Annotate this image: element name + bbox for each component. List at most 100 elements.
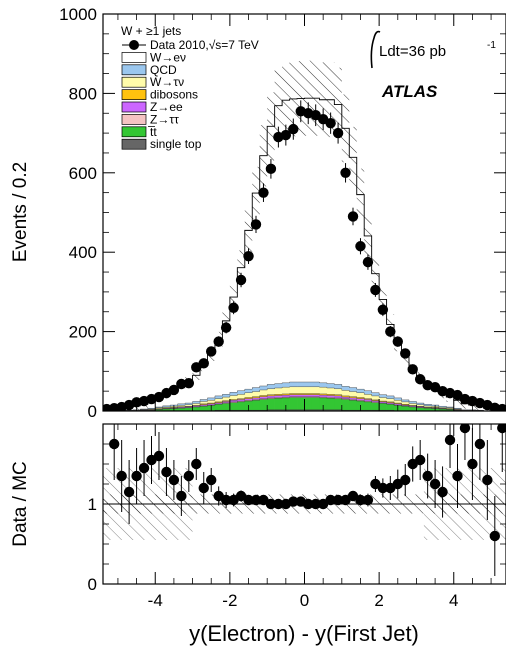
mc-stack-w-e- [103,98,506,411]
data-point [355,241,366,252]
y-tick-label: 400 [69,243,97,262]
data-point [340,167,351,178]
x-tick-label: 4 [449,591,458,610]
ratio-y-tick-label: 1 [88,495,97,514]
ratio-point [138,462,150,474]
data-point [250,219,262,230]
mc-bar [386,404,395,411]
data-point [280,129,292,141]
mc-bar [386,324,395,411]
mc-bar [401,356,410,411]
mc-stack-t-t [117,397,484,411]
ratio-point [288,496,299,507]
data-point [288,123,299,135]
legend-marker-dot [129,40,139,50]
legend-swatch [121,52,147,63]
ratio-panel: 01 -4 -2 0 2 4 [88,14,506,610]
ratio-point [198,482,209,494]
mc-bar [162,394,171,411]
data-point [370,284,381,296]
legend-label: single top [150,137,202,151]
mc-bar [162,409,171,411]
mc-bar [200,365,208,411]
mc-bar [185,407,193,411]
integral-sign-icon [370,30,381,69]
ratio-point [183,470,195,482]
mc-layer-edge [103,381,506,411]
main-plot-area [103,60,506,411]
mc-bar [319,99,328,411]
y-tick-label: 200 [69,323,97,342]
mc-bar [237,401,246,411]
mc-bar [304,397,313,411]
mc-bar [379,299,387,411]
mc-bar [274,398,283,411]
mc-bar [416,376,425,411]
mc-bar [244,230,253,411]
mc-bar [379,403,387,411]
mc-bar [229,297,238,411]
main-panel: 0 200 400 600 800 1000 [59,5,506,421]
mc-bar [214,404,223,411]
legend-label: Z→ee [150,100,183,114]
mc-bar [341,399,350,411]
x-axis-title: y(Electron) - y(First Jet) [189,621,419,646]
legend: W + ≥1 jets Data 2010,√s=7 TeVW→eνQCDW→τ… [121,24,259,151]
mc-bar [259,155,268,411]
ratio-point [422,470,433,482]
ratio-y-axis: 01 [88,443,506,594]
mc-bar [177,408,186,411]
ratio-point [467,458,478,470]
data-point [258,187,269,198]
mc-bar [222,320,231,411]
mc-bar [192,375,201,411]
mc-bar [282,397,290,411]
data-point [183,378,195,389]
mc-bar [311,397,320,411]
mc-bar [446,409,455,411]
ratio-point [250,494,262,506]
mc-bar [326,99,335,411]
data-point [362,256,374,268]
ratio-point [482,474,493,486]
ratio-point [191,458,202,470]
data-point [392,336,403,347]
mc-bar [423,408,432,411]
ratio-point [452,470,463,482]
ratio-point [153,450,165,462]
mc-bar [155,399,164,411]
legend-swatch [121,64,147,76]
legend-label: dibosons [150,88,198,102]
ratio-point [459,424,471,434]
mc-bar [289,98,298,411]
mc-bar [364,235,372,411]
mc-bar [431,389,440,411]
mc-bar [155,409,164,411]
mc-bar [267,126,275,411]
legend-label: W→τν [150,75,184,89]
mc-bar [170,391,178,411]
legend-swatch [121,101,147,113]
main-y-axis: 0 200 400 600 800 1000 [59,5,506,421]
lumi-exponent: -1 [487,40,496,51]
mc-bar [274,105,283,411]
mc-bar [334,104,343,411]
mc-uncertainty-band [103,60,506,411]
y-tick-label: 0 [88,402,97,421]
data-points [103,100,506,411]
lumi-text: Ldt=36 pb [379,43,446,60]
ratio-point [310,498,321,510]
ratio-point [161,466,172,478]
mc-bar [252,193,261,411]
mc-bar [446,397,455,411]
x-tick-label: 0 [300,591,309,610]
atlas-label: ATLAS [381,82,438,101]
data-point [108,403,120,411]
mc-layer-edge [103,393,506,411]
ratio-point [123,486,135,498]
legend-header: W + ≥1 jets [121,24,181,38]
x-tick-label: 2 [374,591,383,610]
ratio-point [108,438,120,450]
x-tick-label: -2 [222,591,237,610]
